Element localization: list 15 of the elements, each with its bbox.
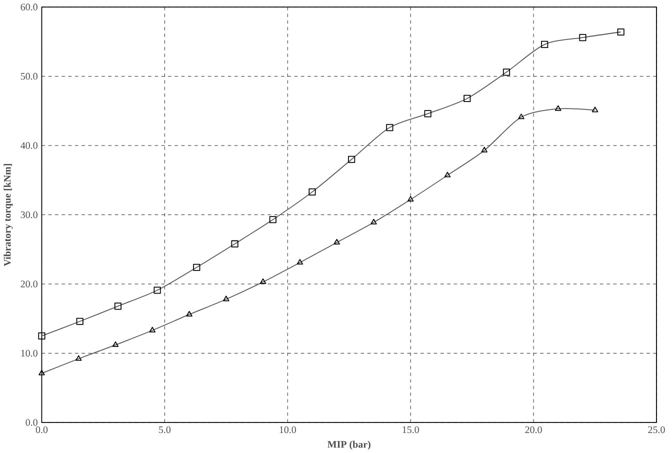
y-tick-label: 40.0: [20, 142, 38, 149]
x-axis-title: MIP (bar): [328, 440, 370, 450]
y-axis-title: Vibratory torque [kNm]: [4, 164, 13, 266]
y-tick-label: 60.0: [20, 3, 38, 10]
y-tick-label: 10.0: [21, 350, 38, 356]
y-tick-label: 20.0: [20, 280, 38, 288]
y-tick-label: 0.0: [26, 418, 38, 426]
x-tick-label: 20.0: [525, 426, 542, 433]
x-tick-label: 25.0: [648, 426, 665, 433]
x-tick-label: 5.0: [159, 426, 171, 433]
y-tick-label: 30.0: [20, 211, 38, 218]
x-tick-label: 10.0: [280, 426, 296, 433]
x-tick-label: 15.0: [402, 426, 419, 433]
y-tick-label: 50.0: [20, 72, 38, 80]
x-tick-label: 0.0: [36, 426, 48, 433]
